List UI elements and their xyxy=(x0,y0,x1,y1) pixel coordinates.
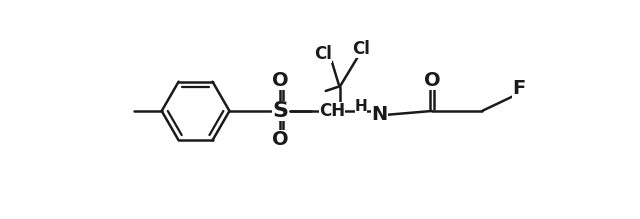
Text: Cl: Cl xyxy=(314,45,332,63)
Text: N: N xyxy=(371,105,388,124)
Text: H: H xyxy=(355,99,367,114)
Text: S: S xyxy=(272,101,288,121)
Text: O: O xyxy=(272,130,289,149)
Text: O: O xyxy=(424,71,440,90)
Text: F: F xyxy=(513,79,525,98)
Text: CH: CH xyxy=(319,102,345,120)
Text: O: O xyxy=(272,71,289,90)
Text: Cl: Cl xyxy=(352,40,370,58)
